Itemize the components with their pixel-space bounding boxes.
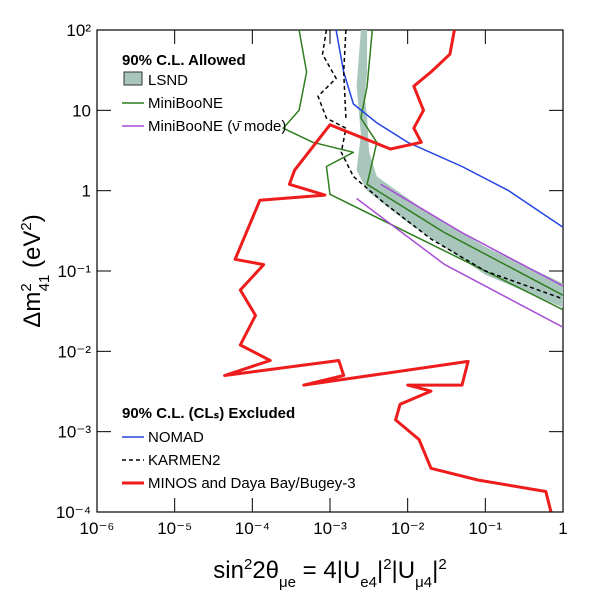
x-tick-label: 10⁻⁴: [235, 519, 270, 538]
contour-line: [356, 197, 563, 328]
legend-label: MINOS and Daya Bay/Bugey-3: [148, 475, 356, 492]
legend-header: 90% C.L. Allowed: [122, 52, 246, 69]
x-tick-label: 10⁻¹: [469, 519, 503, 538]
y-axis-label-part: 41: [36, 275, 53, 292]
x-axis-label-part: = 4|U: [296, 557, 360, 584]
y-tick-label: 1: [82, 182, 91, 201]
legend-label: NOMAD: [148, 429, 204, 446]
legend-label: KARMEN2: [148, 452, 221, 469]
contour-line: [282, 30, 563, 311]
contour-line: [380, 183, 563, 287]
x-tick-label: 10⁻⁵: [157, 519, 192, 538]
x-axis-label-part: μe: [279, 574, 296, 591]
y-axis-label-part: 2: [18, 283, 35, 291]
y-axis-label-part: ): [19, 214, 46, 222]
x-axis-label-part: |: [377, 557, 383, 584]
x-axis-label-part: μ4: [415, 574, 432, 591]
legend-header: 90% C.L. (CLₛ) Excluded: [122, 405, 295, 422]
x-tick-label: 10⁻²: [391, 519, 425, 538]
x-axis-label: sin22θμe = 4|Ue4|2|Uμ4|2: [213, 556, 446, 591]
x-axis-label-part: |U: [392, 557, 416, 584]
x-axis-label-part: |: [432, 557, 438, 584]
x-axis-label-part: e4: [360, 574, 377, 591]
y-axis-label-part: 2: [18, 222, 35, 230]
x-tick-label: 10⁻³: [313, 519, 347, 538]
y-tick-label: 10⁻⁴: [56, 503, 91, 522]
legend-swatch: [123, 71, 143, 86]
x-axis-label-part: 2: [438, 556, 446, 573]
curves: [223, 30, 563, 512]
contour-line: [335, 30, 563, 228]
x-tick-label: 10⁻⁶: [80, 519, 115, 538]
x-axis-label-part: 2: [383, 556, 391, 573]
y-tick-label: 10²: [66, 21, 91, 40]
y-axis-label-part: (eV: [19, 231, 46, 275]
legend-label: MiniBooNE: [148, 95, 223, 112]
legend-label: LSND: [148, 72, 188, 89]
allowed-region: [356, 30, 563, 308]
x-axis-label-part: 2: [244, 556, 252, 573]
y-tick-label: 10⁻²: [57, 342, 91, 361]
contour-line: [317, 30, 563, 300]
y-tick-label: 10⁻³: [57, 423, 91, 442]
x-tick-label: 1: [558, 519, 567, 538]
y-tick-label: 10: [72, 101, 91, 120]
x-axis-label-part: sin: [213, 557, 244, 584]
y-axis-label-part: Δm: [19, 292, 46, 328]
y-axis-label: Δm241 (eV2): [18, 214, 53, 327]
contour-line: [223, 30, 553, 512]
y-tick-label: 10⁻¹: [57, 262, 91, 281]
legend-label: MiniBooNE (ν̄ mode): [148, 118, 286, 135]
contour-line: [342, 30, 347, 119]
x-axis-label-part: 2θ: [252, 557, 279, 584]
